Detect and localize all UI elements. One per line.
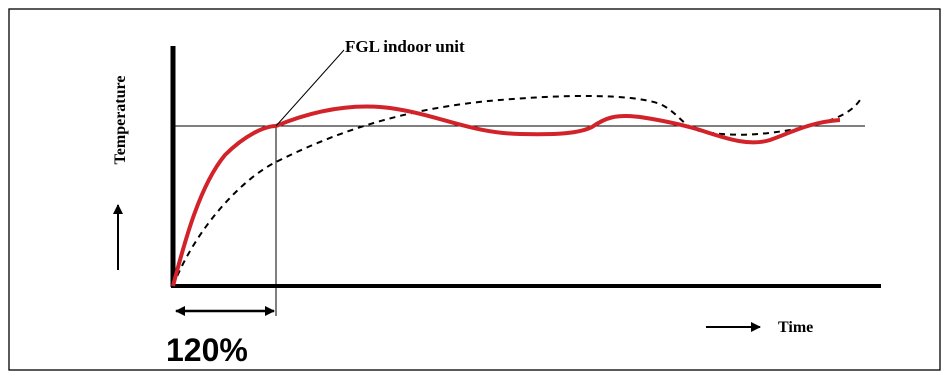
- y-axis-label: Temperature: [112, 76, 129, 165]
- percentage-label: 120%: [166, 332, 248, 368]
- callout-label: FGL indoor unit: [345, 37, 465, 56]
- callout-leader-line: [275, 49, 345, 127]
- diagram-frame: [8, 8, 941, 371]
- fgl-indoor-unit-curve: [171, 104, 841, 287]
- x-axis-label: Time: [778, 319, 813, 336]
- comparison-unit-curve: [172, 94, 861, 287]
